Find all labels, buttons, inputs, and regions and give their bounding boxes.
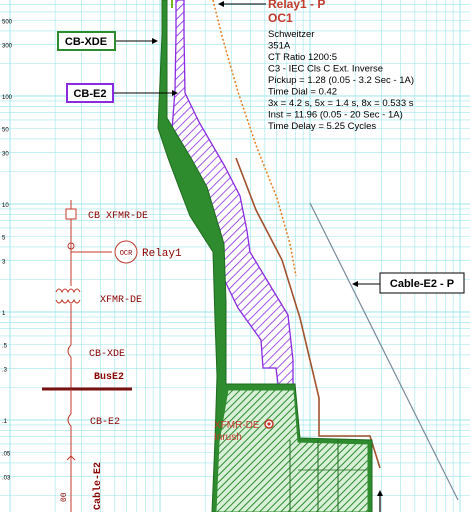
cb-xde-breaker-icon xyxy=(67,344,72,358)
relay1-setting-line: Schweitzer xyxy=(268,29,314,40)
y-tick-label: .3 xyxy=(2,367,8,373)
relay1-setting-line: 351A xyxy=(268,41,291,52)
fault-marker-arrow-icon xyxy=(377,490,383,496)
inrush-point-dot xyxy=(267,422,271,426)
relay1-setting-line: Pickup = 1.28 (0.05 - 3.2 Sec - 1A) xyxy=(268,75,414,86)
cb-e2-arrow-icon xyxy=(172,90,178,96)
relay1-setting-line: 3x = 4.2 s, 5x = 1.4 s, 8x = 0.533 s xyxy=(268,98,414,109)
y-tick-label: 50 xyxy=(2,128,9,134)
relay1-setting-line: CT Ratio 1200:5 xyxy=(268,52,337,63)
inrush-label-1: XFMR-DE xyxy=(214,420,260,431)
cb-xde-hatched-region xyxy=(215,389,369,512)
relay1-device-label: Relay1 xyxy=(142,248,182,260)
y-tick-label: .5 xyxy=(2,344,8,350)
relay1-setting-line: Time Delay = 5.25 Cycles xyxy=(268,121,376,132)
cb-e2-breaker-icon xyxy=(67,413,72,427)
cb-xfmr-de-label: CB XFMR-DE xyxy=(88,211,148,222)
cb-xde-device-label: CB-XDE xyxy=(89,349,125,360)
xfmr-secondary-coil-icon xyxy=(55,298,81,304)
cable-symbol-icon xyxy=(66,455,76,461)
one-line-diagram: CB XFMR-DE OCR Relay1 XFMR-DE CB-XDE Bus… xyxy=(42,200,182,512)
relay1-setting-line: C3 - IEC Cls C Ext. Inverse xyxy=(268,64,383,75)
y-tick-label: .03 xyxy=(2,475,11,481)
cable-e2-curve xyxy=(309,202,459,501)
ocr-relay-icon xyxy=(114,240,138,264)
cb-xde-label-box xyxy=(57,31,116,51)
cable-marker-label: 00 xyxy=(60,492,69,502)
y-tick-label: .1 xyxy=(2,419,8,425)
y-axis-ticks: 500 300 100 50 30 10 5 3 1 .5 .3 .1 .05 .03 xyxy=(2,20,13,482)
relay1-setting-line: Inst = 11.96 (0.05 - 20 Sec - 1A) xyxy=(268,110,403,121)
relay1-subtitle: OC1 xyxy=(268,11,293,25)
y-tick-label: 5 xyxy=(2,236,6,242)
y-tick-label: 30 xyxy=(2,151,9,157)
relay1-arrow-icon xyxy=(218,1,224,7)
relay1-title: Relay1 - P xyxy=(268,0,325,11)
y-tick-label: 500 xyxy=(2,20,13,26)
cb-xde-label: CB-XDE xyxy=(65,36,107,48)
relay1-setting-line: Time Dial = 0.42 xyxy=(268,87,337,98)
y-tick-label: 100 xyxy=(2,95,13,101)
ct-icon xyxy=(67,242,75,250)
cb-e2-device-label: CB-E2 xyxy=(90,417,120,428)
cable-e2-label: Cable-E2 - P xyxy=(390,278,454,290)
y-tick-label: 1 xyxy=(2,311,6,317)
cb-xde-arrow-icon xyxy=(152,38,158,44)
cb-e2-label-box xyxy=(66,83,114,103)
y-tick-label: .05 xyxy=(2,452,11,458)
relay1-time-curve xyxy=(212,0,297,277)
xfmr-de-label: XFMR-DE xyxy=(100,295,142,306)
cb-xfmr-de-symbol xyxy=(65,208,77,220)
y-tick-label: 300 xyxy=(2,43,13,49)
cable-e2-label-box xyxy=(379,272,465,294)
cable-e2-arrow-icon xyxy=(352,281,358,287)
y-tick-label: 10 xyxy=(2,203,9,209)
xfmr-primary-coil-icon xyxy=(55,288,81,294)
inrush-label-2: Inrush xyxy=(214,432,242,443)
cable-e2-device-label: Cable-E2 xyxy=(92,462,104,510)
bus-e2-label: BusE2 xyxy=(94,372,124,383)
xfmr-damage-curve xyxy=(235,157,381,469)
ocr-relay-label: OCR xyxy=(120,250,133,258)
cb-e2-label: CB-E2 xyxy=(73,88,106,100)
y-tick-label: 3 xyxy=(2,259,6,265)
